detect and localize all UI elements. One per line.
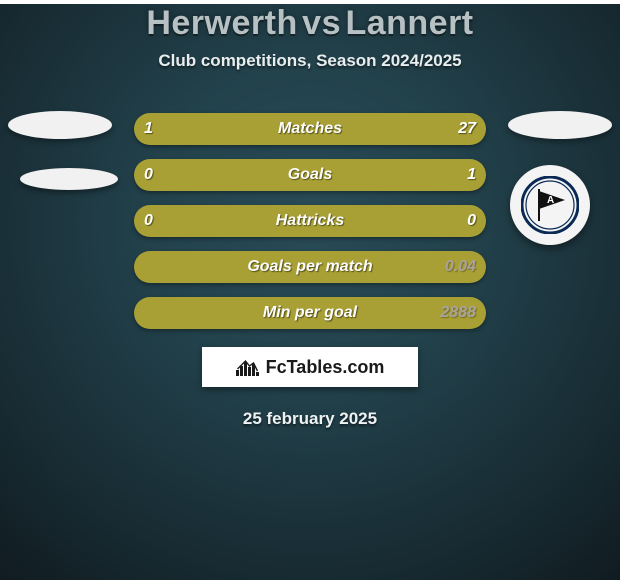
stats-block: A 1Matches270Goals10Hattricks0Goals per … bbox=[0, 113, 620, 329]
club-crest: A bbox=[510, 165, 590, 245]
stat-value-left: 0 bbox=[134, 212, 186, 230]
stat-label: Goals bbox=[186, 166, 434, 184]
player-left-badge-1 bbox=[8, 111, 112, 139]
stat-row: Min per goal2888 bbox=[134, 297, 486, 329]
brand-chart-icon bbox=[236, 358, 260, 376]
stat-value-right: 0.04 bbox=[434, 258, 486, 276]
stat-value-right: 1 bbox=[434, 166, 486, 184]
stat-label: Goals per match bbox=[186, 258, 434, 276]
stat-value-left: 1 bbox=[134, 120, 186, 138]
title-vs: vs bbox=[302, 4, 341, 42]
club-crest-icon: A bbox=[521, 176, 579, 234]
date-text: 25 february 2025 bbox=[0, 409, 620, 429]
stat-value-right: 2888 bbox=[434, 304, 486, 322]
title-left-name: Herwerth bbox=[146, 4, 297, 42]
player-right-badge-1 bbox=[508, 111, 612, 139]
stat-value-right: 0 bbox=[434, 212, 486, 230]
title-right-name: Lannert bbox=[345, 4, 473, 42]
stat-row: Goals per match0.04 bbox=[134, 251, 486, 283]
main-content: Herwerth vs Lannert Club competitions, S… bbox=[0, 4, 620, 429]
stat-row: 1Matches27 bbox=[134, 113, 486, 145]
brand-text: FcTables.com bbox=[266, 357, 385, 378]
stat-row: 0Goals1 bbox=[134, 159, 486, 191]
stat-row: 0Hattricks0 bbox=[134, 205, 486, 237]
stat-value-left: 0 bbox=[134, 166, 186, 184]
stat-label: Min per goal bbox=[186, 304, 434, 322]
stat-value-right: 27 bbox=[434, 120, 486, 138]
player-left-badge-2 bbox=[20, 168, 118, 190]
stat-label: Matches bbox=[186, 120, 434, 138]
page-title: Herwerth vs Lannert bbox=[0, 4, 620, 43]
subtitle: Club competitions, Season 2024/2025 bbox=[0, 51, 620, 71]
brand-badge[interactable]: FcTables.com bbox=[202, 347, 418, 387]
svg-text:A: A bbox=[547, 195, 554, 206]
stat-label: Hattricks bbox=[186, 212, 434, 230]
